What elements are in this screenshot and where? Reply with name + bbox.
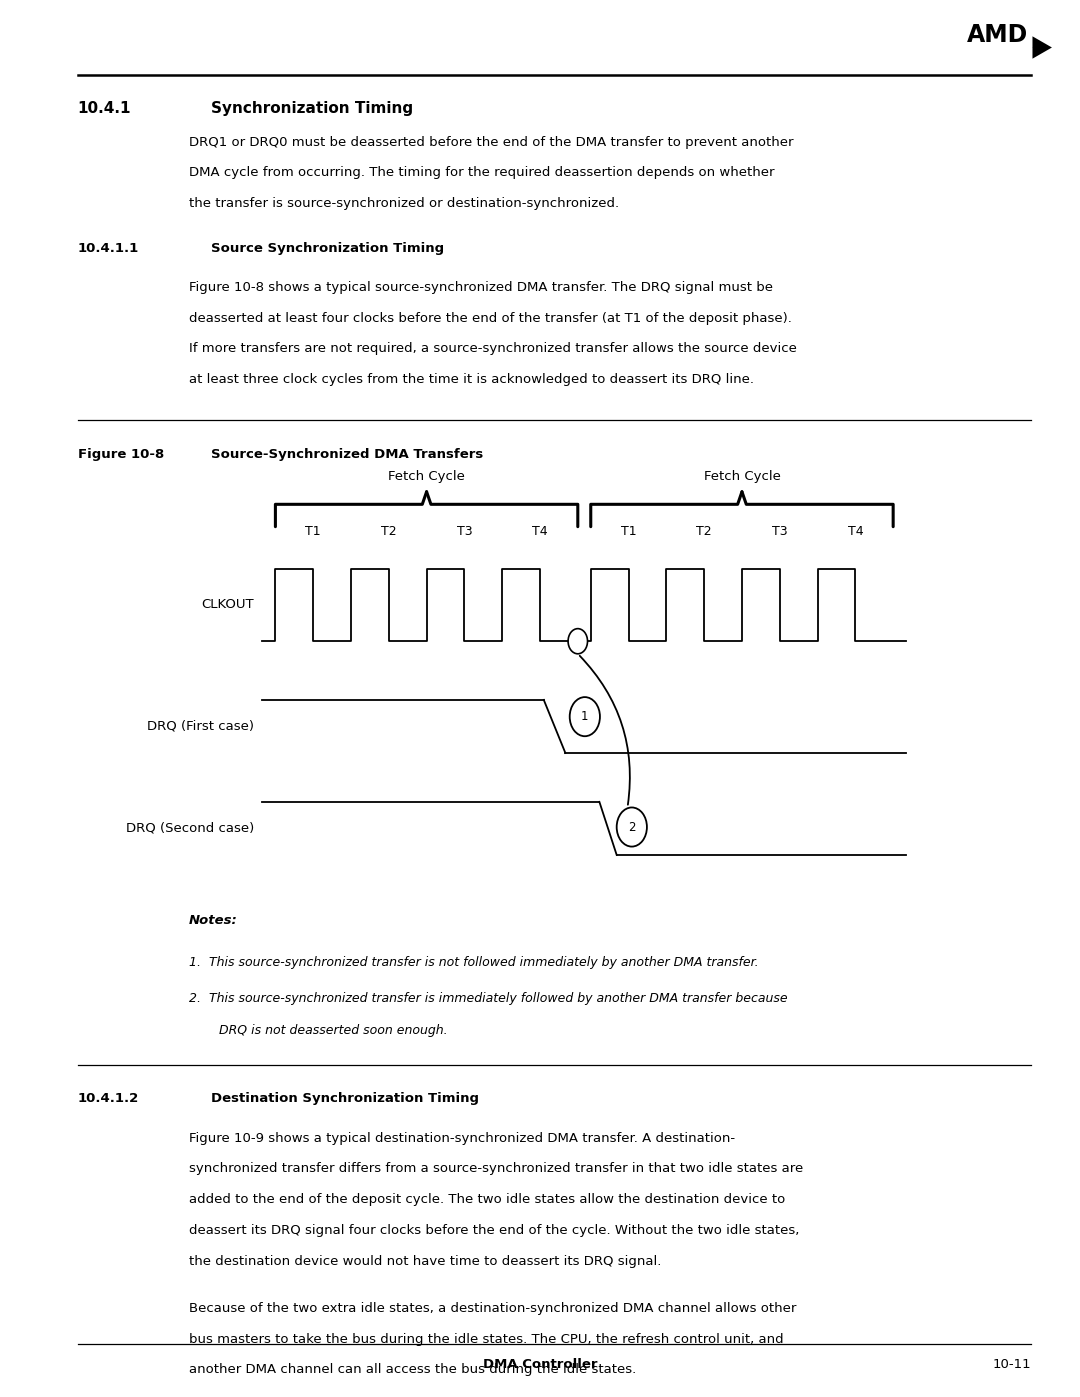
Text: DMA cycle from occurring. The timing for the required deassertion depends on whe: DMA cycle from occurring. The timing for… [189, 166, 774, 179]
Text: 10.4.1.2: 10.4.1.2 [78, 1092, 139, 1105]
Text: the destination device would not have time to deassert its DRQ signal.: the destination device would not have ti… [189, 1255, 661, 1267]
Text: Because of the two extra idle states, a destination-synchronized DMA channel all: Because of the two extra idle states, a … [189, 1302, 796, 1315]
Text: Figure 10-9 shows a typical destination-synchronized DMA transfer. A destination: Figure 10-9 shows a typical destination-… [189, 1132, 735, 1144]
Text: Source Synchronization Timing: Source Synchronization Timing [211, 242, 444, 254]
Text: T1: T1 [306, 525, 321, 538]
Circle shape [568, 629, 588, 654]
Text: deasserted at least four clocks before the end of the transfer (at T1 of the dep: deasserted at least four clocks before t… [189, 312, 792, 324]
Text: Figure 10-8: Figure 10-8 [78, 448, 164, 461]
Text: Destination Synchronization Timing: Destination Synchronization Timing [211, 1092, 478, 1105]
FancyArrowPatch shape [580, 655, 630, 805]
Text: T4: T4 [532, 525, 548, 538]
Text: Fetch Cycle: Fetch Cycle [703, 471, 781, 483]
Text: Source-Synchronized DMA Transfers: Source-Synchronized DMA Transfers [211, 448, 483, 461]
Text: DMA Controller: DMA Controller [483, 1358, 597, 1370]
Text: T1: T1 [621, 525, 636, 538]
Text: DRQ1 or DRQ0 must be deasserted before the end of the DMA transfer to prevent an: DRQ1 or DRQ0 must be deasserted before t… [189, 136, 794, 148]
Text: CLKOUT: CLKOUT [201, 598, 254, 612]
Text: another DMA channel can all access the bus during the idle states.: another DMA channel can all access the b… [189, 1363, 636, 1376]
Text: DRQ is not deasserted soon enough.: DRQ is not deasserted soon enough. [219, 1024, 448, 1037]
Text: T2: T2 [381, 525, 396, 538]
Text: T2: T2 [697, 525, 712, 538]
Text: If more transfers are not required, a source-synchronized transfer allows the so: If more transfers are not required, a so… [189, 342, 797, 355]
Text: 2.  This source-synchronized transfer is immediately followed by another DMA tra: 2. This source-synchronized transfer is … [189, 992, 787, 1004]
Text: Notes:: Notes: [189, 914, 238, 926]
Text: Fetch Cycle: Fetch Cycle [388, 471, 465, 483]
Text: Synchronization Timing: Synchronization Timing [211, 101, 413, 116]
Text: 10-11: 10-11 [993, 1358, 1031, 1370]
Text: 10.4.1.1: 10.4.1.1 [78, 242, 139, 254]
Text: 2: 2 [629, 820, 635, 834]
Text: DRQ (Second case): DRQ (Second case) [125, 821, 254, 835]
Text: at least three clock cycles from the time it is acknowledged to deassert its DRQ: at least three clock cycles from the tim… [189, 373, 754, 386]
Text: AMD: AMD [967, 24, 1028, 47]
Text: deassert its DRQ signal four clocks before the end of the cycle. Without the two: deassert its DRQ signal four clocks befo… [189, 1224, 799, 1236]
Text: bus masters to take the bus during the idle states. The CPU, the refresh control: bus masters to take the bus during the i… [189, 1333, 784, 1345]
Text: 1.  This source-synchronized transfer is not followed immediately by another DMA: 1. This source-synchronized transfer is … [189, 956, 758, 968]
Text: DRQ (First case): DRQ (First case) [147, 719, 254, 733]
Text: synchronized transfer differs from a source-synchronized transfer in that two id: synchronized transfer differs from a sou… [189, 1162, 804, 1175]
Text: added to the end of the deposit cycle. The two idle states allow the destination: added to the end of the deposit cycle. T… [189, 1193, 785, 1206]
Text: the transfer is source-synchronized or destination-synchronized.: the transfer is source-synchronized or d… [189, 197, 619, 210]
Text: 1: 1 [581, 710, 589, 724]
Text: T4: T4 [848, 525, 863, 538]
Text: T3: T3 [772, 525, 787, 538]
Text: T3: T3 [457, 525, 472, 538]
Text: Figure 10-8 shows a typical source-synchronized DMA transfer. The DRQ signal mus: Figure 10-8 shows a typical source-synch… [189, 281, 773, 293]
Polygon shape [1032, 36, 1052, 59]
Text: 10.4.1: 10.4.1 [78, 101, 132, 116]
